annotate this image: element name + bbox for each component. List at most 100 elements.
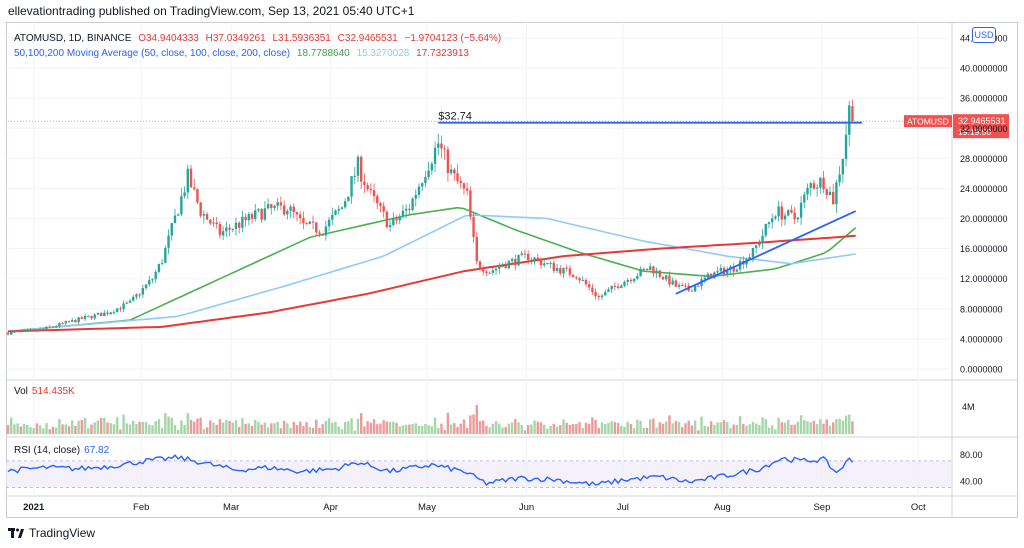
volume-bar <box>803 420 806 434</box>
candle-body <box>395 218 398 221</box>
candle-body <box>363 181 366 186</box>
volume-bar <box>831 422 835 434</box>
rsi-axis-label: 40.00 <box>960 476 983 486</box>
candle-body <box>106 312 109 315</box>
candle-body <box>231 228 234 230</box>
volume-bar <box>157 419 161 434</box>
volume-bar <box>199 417 202 434</box>
volume-bar <box>221 422 225 434</box>
volume-bar <box>530 424 533 434</box>
price-tick-label: 28.0000000 <box>960 154 1008 164</box>
volume-bar <box>215 424 218 434</box>
candle-body <box>848 105 851 135</box>
candle-body <box>661 276 665 280</box>
candle-body <box>308 221 312 224</box>
candle-body <box>681 285 684 287</box>
currency-badge[interactable]: USD <box>972 27 996 43</box>
volume-bar <box>456 426 459 434</box>
volume-bar <box>244 423 247 434</box>
candle-body <box>716 271 719 273</box>
candle-body <box>266 204 270 209</box>
candle-body <box>758 243 761 246</box>
volume-bar <box>819 419 822 434</box>
candle-body <box>392 218 395 226</box>
ma200-value: 17.7323913 <box>416 48 469 59</box>
volume-axis-label: 4M <box>962 402 975 412</box>
volume-bar <box>359 413 363 434</box>
volume-bar <box>774 429 777 434</box>
volume-bar <box>523 430 527 434</box>
volume-bar <box>607 422 610 434</box>
candle-body <box>799 202 803 218</box>
candle-body <box>462 183 466 189</box>
candles <box>6 99 854 336</box>
footer[interactable]: TradingView <box>8 526 95 540</box>
candle-body <box>38 329 42 331</box>
candle-body <box>359 156 363 182</box>
candle-body <box>838 174 841 183</box>
candle-body <box>327 219 331 227</box>
volume-bar <box>369 422 373 434</box>
volume-bar <box>687 420 690 434</box>
candle-body <box>533 257 536 260</box>
volume-bar <box>552 423 556 434</box>
candle-body <box>510 259 514 262</box>
candle-body <box>610 285 613 290</box>
volume-bar <box>623 426 626 434</box>
volume-bar <box>71 420 74 434</box>
candle-body <box>61 323 64 325</box>
volume-bar <box>729 428 732 434</box>
volume-bar <box>549 425 552 434</box>
volume-bar <box>26 424 29 434</box>
time-tick-label: Sep <box>813 502 830 513</box>
volume-bar <box>578 422 581 434</box>
volume-bar <box>828 425 832 434</box>
candle-body <box>311 221 315 223</box>
volume-bar <box>584 422 588 434</box>
volume-bar <box>722 420 726 434</box>
rsi-value: 67.82 <box>84 445 110 456</box>
volume-bar <box>770 425 774 434</box>
candle-body <box>780 206 784 220</box>
candle-body <box>331 214 334 220</box>
candle-body <box>453 169 456 174</box>
volume-bar <box>565 422 568 434</box>
volume-bar <box>591 417 594 434</box>
volume-bar <box>395 422 398 434</box>
volume-bar <box>751 421 755 434</box>
volume-bar <box>212 422 215 434</box>
candle-body <box>186 168 190 193</box>
ma100-value: 15.3270028 <box>356 48 410 59</box>
candle-body <box>160 262 164 264</box>
candle-body <box>263 208 267 220</box>
volume-bar <box>170 417 173 434</box>
price-tick-label: 8.0000000 <box>960 304 1003 314</box>
candle-body <box>401 210 405 217</box>
volume-bar <box>10 417 13 434</box>
time-axis: 2021 Feb Mar Apr May Jun Jul Aug Sep Oct <box>23 502 926 513</box>
candle-body <box>697 285 700 287</box>
candle-body <box>735 269 739 272</box>
volume-bar <box>42 428 45 434</box>
candle-body <box>417 186 421 195</box>
candle-body <box>347 196 350 202</box>
volume-bar <box>266 427 270 434</box>
volume-bar <box>767 427 771 434</box>
candle-body <box>671 280 674 285</box>
volume-bar <box>90 424 93 434</box>
volume-bar <box>575 424 578 434</box>
volume-bar <box>337 426 340 434</box>
volume-bar <box>485 425 488 434</box>
candle-body <box>385 211 389 228</box>
volume-bar <box>273 423 276 434</box>
volume-bar <box>446 412 450 434</box>
candle-body <box>376 196 379 204</box>
volume-bar <box>109 423 112 434</box>
volume-bar <box>430 426 434 434</box>
candle-body <box>99 312 103 316</box>
candle-body <box>109 312 112 315</box>
candle-body <box>71 320 74 322</box>
volume-bar <box>738 416 742 434</box>
candle-body <box>449 169 453 174</box>
